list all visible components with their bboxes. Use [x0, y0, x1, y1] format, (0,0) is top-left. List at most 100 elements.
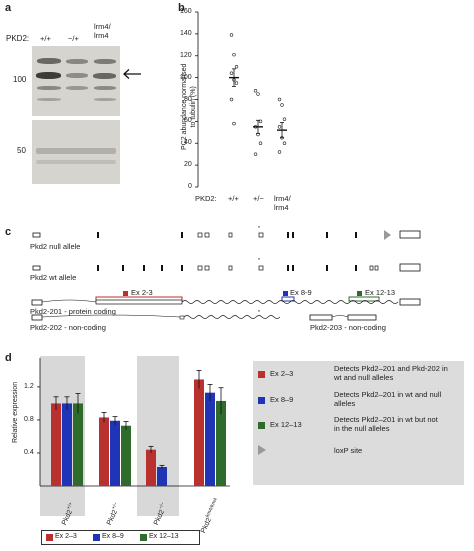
b-point	[277, 97, 282, 102]
key-desc-ex89: Detects Pkd2–201 in wt and null alleles	[334, 390, 442, 408]
blot-top	[32, 46, 120, 116]
null-allele-label: Pkd2 null allele	[30, 242, 81, 251]
b-point	[282, 117, 287, 121]
b-xtick-2: +/−	[253, 194, 264, 203]
b-point	[232, 52, 236, 57]
d-bar	[121, 425, 131, 486]
lane-label-1: +/+	[40, 34, 51, 43]
band	[93, 73, 116, 79]
d-bar	[194, 379, 204, 486]
key-swatch-ex89	[258, 397, 265, 404]
d-bar	[62, 403, 72, 486]
bar-legend: Ex 2–3 Ex 8–9 Ex 12–13	[41, 530, 200, 545]
primer-key: Ex 2–3 Detects Pkd2–201 and Pkd-202 in w…	[253, 361, 464, 485]
b-ytick-label: 20	[184, 161, 192, 169]
d-bg-band	[137, 356, 179, 486]
gene-diagram: * *	[31, 226, 421, 321]
transcript-201	[31, 298, 421, 306]
band	[36, 160, 116, 164]
b-point	[234, 81, 239, 85]
svg-text:*: *	[258, 310, 260, 316]
lane-label-2: −/+	[68, 34, 79, 43]
band	[66, 73, 88, 78]
ex1213-marker	[357, 291, 362, 296]
transcript-203-label: Pkd2-203 - non-coding	[310, 323, 386, 332]
b-point	[280, 103, 284, 107]
wt-allele-track: *	[32, 258, 421, 272]
d-bar	[205, 392, 215, 486]
d-ytick-label: 1.2	[24, 382, 34, 390]
legend-ex1213: Ex 12–13	[149, 533, 179, 540]
b-point	[229, 71, 234, 75]
b-point	[229, 33, 234, 37]
b-ytick-label: 0	[188, 183, 192, 190]
key-label-ex1213: Ex 12–13	[270, 420, 302, 429]
panel-label-d: d	[5, 352, 12, 364]
d-bar	[157, 467, 167, 486]
ex23-marker	[123, 291, 128, 296]
transcript-202-203: *	[31, 310, 377, 321]
transcript-201-label: Pkd2-201 - protein coding	[30, 307, 116, 316]
b-point	[258, 141, 263, 145]
b-ytick-label: 60	[184, 117, 192, 125]
key-swatch-ex1213	[258, 422, 265, 429]
svg-text:*: *	[258, 226, 260, 232]
marker-100: 100	[13, 75, 27, 84]
band	[37, 98, 61, 101]
band	[37, 58, 61, 64]
d-bar	[73, 403, 83, 486]
legend-ex23: Ex 2–3	[55, 533, 77, 540]
b-xtick-1: +/+	[228, 194, 239, 203]
d-bar	[51, 403, 61, 486]
d-ytick-label: 0.8	[24, 415, 34, 423]
legend-swatch-ex23	[46, 534, 53, 541]
arrow-icon	[123, 69, 141, 79]
b-point	[277, 125, 282, 129]
key-label-ex89: Ex 8–9	[270, 395, 294, 404]
ex89-label: Ex 8-9	[290, 288, 312, 297]
wt-allele-label: Pkd2 wt allele	[30, 273, 77, 282]
transcript-202-label: Pkd2-202 - non-coding	[30, 323, 106, 332]
lane-label-3: lrm4/ lrm4	[94, 22, 111, 40]
ex1213-label: Ex 12-13	[365, 288, 396, 297]
band	[36, 72, 61, 79]
b-point	[277, 150, 282, 154]
band	[37, 86, 61, 90]
band	[66, 59, 88, 64]
band	[94, 86, 116, 90]
b-ytick-label: 160	[180, 8, 192, 15]
legend-ex89: Ex 8–9	[102, 533, 124, 540]
panel-label-c: c	[5, 226, 12, 238]
d-ytick-label: 0.4	[24, 448, 34, 456]
band	[94, 98, 116, 101]
d-bar	[216, 400, 226, 486]
ex89-marker	[283, 291, 288, 296]
b-point	[282, 141, 287, 145]
key-desc-ex23: Detects Pkd2–201 and Pkd-202 in wt and n…	[334, 364, 448, 382]
key-desc-ex1213: Detects Pkd2–201 in wt but not in the nu…	[334, 415, 438, 433]
b-point	[232, 121, 236, 126]
null-allele-track: *	[32, 226, 421, 240]
b-ytick-label: 140	[180, 29, 192, 37]
d-bar	[110, 420, 120, 486]
b-genotype-label: PKD2:	[195, 194, 217, 203]
b-point	[256, 92, 260, 96]
blot-bottom	[32, 120, 120, 184]
key-desc-loxp: loxP site	[334, 446, 363, 455]
panel-label-a: a	[5, 2, 12, 14]
svg-text:*: *	[258, 258, 260, 264]
d-bar	[99, 417, 109, 486]
b-point	[253, 89, 258, 93]
b-point	[229, 97, 234, 102]
band	[36, 148, 116, 154]
ex23-label: Ex 2-3	[131, 288, 153, 297]
d-bg-band	[40, 486, 85, 516]
scatter-plot-b	[195, 11, 287, 188]
d-bar	[146, 449, 156, 486]
loxp-triangle-icon	[258, 445, 266, 455]
band	[66, 86, 88, 90]
b-ytick-label: 40	[184, 139, 192, 147]
legend-swatch-ex89	[93, 534, 100, 541]
key-label-ex23: Ex 2–3	[270, 369, 294, 378]
